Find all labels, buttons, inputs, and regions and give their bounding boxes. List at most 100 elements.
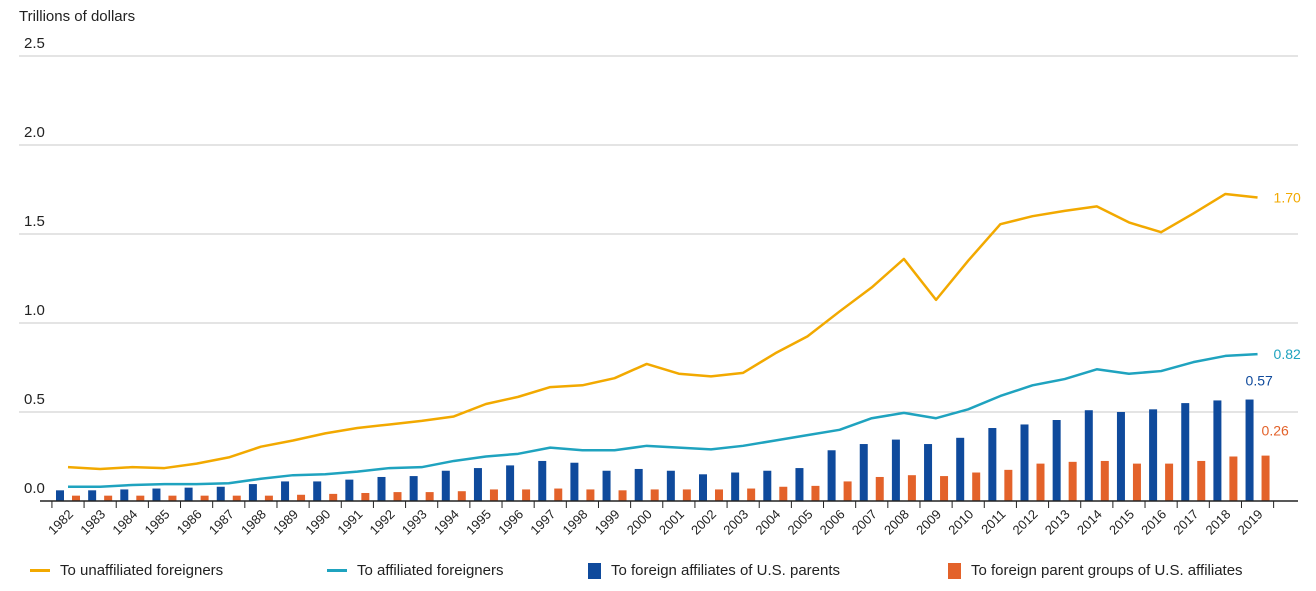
bar-foreign-affiliates — [56, 490, 64, 501]
legend: To unaffiliated foreigners To affiliated… — [0, 562, 1316, 586]
bar-foreign-parent-groups — [1036, 463, 1045, 501]
bar-series — [56, 399, 1270, 501]
legend-label-affiliated: To affiliated foreigners — [357, 562, 504, 579]
x-tick-label: 1983 — [77, 507, 108, 538]
bar-foreign-parent-groups — [104, 495, 113, 501]
bar-foreign-affiliates — [859, 444, 868, 501]
bar-foreign-affiliates — [441, 470, 450, 501]
bar-foreign-affiliates — [956, 437, 965, 501]
x-tick-label: 1988 — [238, 507, 269, 538]
y-tick-label: 0.0 — [24, 480, 45, 497]
end-label-foreign-parent-groups: 0.26 — [1262, 423, 1289, 439]
bar-foreign-affiliates — [248, 484, 257, 501]
y-tick-label: 2.0 — [24, 124, 45, 141]
y-axis-title: Trillions of dollars — [19, 8, 135, 25]
bar-foreign-affiliates — [1020, 424, 1029, 501]
legend-label-unaffiliated: To unaffiliated foreigners — [60, 562, 224, 579]
bar-foreign-affiliates — [988, 428, 997, 501]
bar-foreign-affiliates — [634, 468, 643, 501]
x-tick-label: 2010 — [945, 507, 976, 538]
legend-swatch-unaffiliated — [30, 569, 50, 572]
x-tick-label: 2005 — [785, 507, 816, 538]
bar-foreign-parent-groups — [329, 493, 338, 501]
x-tick-label: 1985 — [142, 507, 173, 538]
legend-item-affiliated: To affiliated foreigners — [327, 562, 503, 579]
bar-foreign-affiliates — [538, 460, 547, 501]
bar-foreign-parent-groups — [650, 489, 659, 501]
legend-item-unaffiliated: To unaffiliated foreigners — [30, 562, 223, 579]
bar-foreign-affiliates — [377, 476, 386, 501]
bar-foreign-parent-groups — [489, 489, 498, 501]
bar-foreign-affiliates — [88, 490, 97, 501]
legend-label-foreign-affiliates: To foreign affiliates of U.S. parents — [611, 562, 841, 579]
bar-foreign-parent-groups — [1261, 455, 1270, 501]
x-tick-label: 1987 — [206, 507, 237, 538]
legend-item-foreign-parent-groups: To foreign parent groups of U.S. affilia… — [948, 562, 1243, 579]
bar-foreign-parent-groups — [200, 495, 209, 501]
bar-foreign-parent-groups — [811, 485, 820, 501]
bar-foreign-affiliates — [1116, 412, 1125, 501]
bar-foreign-affiliates — [409, 476, 418, 501]
bar-foreign-parent-groups — [1068, 461, 1077, 501]
bar-foreign-affiliates — [473, 468, 482, 501]
x-tick-label: 2015 — [1106, 507, 1137, 538]
y-tick-label: 2.5 — [24, 35, 45, 52]
bar-foreign-affiliates — [891, 439, 900, 501]
bar-foreign-affiliates — [1181, 403, 1190, 501]
x-tick-label: 2008 — [881, 507, 912, 538]
end-label-unaffiliated: 1.70 — [1274, 190, 1301, 206]
y-tick-label: 1.5 — [24, 213, 45, 230]
bar-foreign-parent-groups — [618, 490, 627, 501]
line-unaffiliated — [67, 192, 1258, 471]
x-tick-label: 1989 — [270, 507, 301, 538]
line-affiliated — [68, 352, 1258, 489]
bar-foreign-affiliates — [313, 481, 322, 501]
x-axis: 1982 1983 1984 1985 1986 1987 1988 1989 1990 1991… — [40, 500, 1298, 538]
y-tick-label: 1.0 — [24, 302, 45, 319]
bar-foreign-affiliates — [763, 470, 772, 501]
x-tick-label: 1982 — [45, 507, 76, 538]
bar-foreign-parent-groups — [1165, 463, 1174, 501]
x-tick-label: 2018 — [1202, 507, 1233, 538]
bar-foreign-parent-groups — [940, 476, 949, 501]
gridlines — [19, 55, 1298, 413]
bar-foreign-parent-groups — [586, 489, 595, 501]
bar-foreign-affiliates — [184, 487, 193, 501]
bar-foreign-affiliates — [1084, 410, 1093, 501]
bar-foreign-affiliates — [1213, 400, 1222, 501]
bar-foreign-parent-groups — [779, 486, 788, 501]
x-tick-label: 2011 — [978, 507, 1008, 537]
bar-foreign-parent-groups — [907, 475, 916, 501]
bar-foreign-parent-groups — [1132, 463, 1141, 501]
bar-foreign-affiliates — [795, 468, 804, 501]
bar-foreign-affiliates — [120, 489, 129, 501]
x-tick-label: 1997 — [527, 507, 558, 538]
bar-foreign-affiliates — [924, 444, 933, 501]
end-label-affiliated: 0.82 — [1274, 346, 1301, 362]
bar-foreign-parent-groups — [264, 495, 273, 501]
bar-foreign-parent-groups — [522, 489, 531, 501]
bar-foreign-affiliates — [699, 474, 707, 501]
x-tick-label: 2000 — [624, 507, 655, 538]
bar-foreign-affiliates — [827, 450, 836, 501]
x-tick-label: 2002 — [688, 507, 719, 538]
bar-foreign-parent-groups — [875, 476, 884, 501]
bar-foreign-parent-groups — [232, 495, 241, 501]
bar-foreign-affiliates — [731, 472, 740, 501]
bar-foreign-affiliates — [1245, 399, 1254, 501]
x-tick-label: 1984 — [109, 507, 140, 538]
legend-item-foreign-affiliates: To foreign affiliates of U.S. parents — [588, 562, 840, 579]
bar-foreign-parent-groups — [1229, 456, 1238, 501]
x-tick-label: 2004 — [752, 507, 783, 538]
bar-foreign-parent-groups — [1004, 469, 1013, 501]
bar-foreign-parent-groups — [457, 491, 466, 501]
x-tick-label: 2001 — [656, 507, 687, 538]
bar-foreign-parent-groups — [843, 481, 852, 501]
bar-foreign-affiliates — [281, 481, 290, 501]
x-tick-label: 2006 — [817, 507, 848, 538]
bar-foreign-parent-groups — [554, 488, 563, 501]
bar-foreign-affiliates — [152, 488, 161, 501]
x-tick-label: 2019 — [1235, 507, 1266, 538]
bar-foreign-parent-groups — [1197, 460, 1206, 501]
